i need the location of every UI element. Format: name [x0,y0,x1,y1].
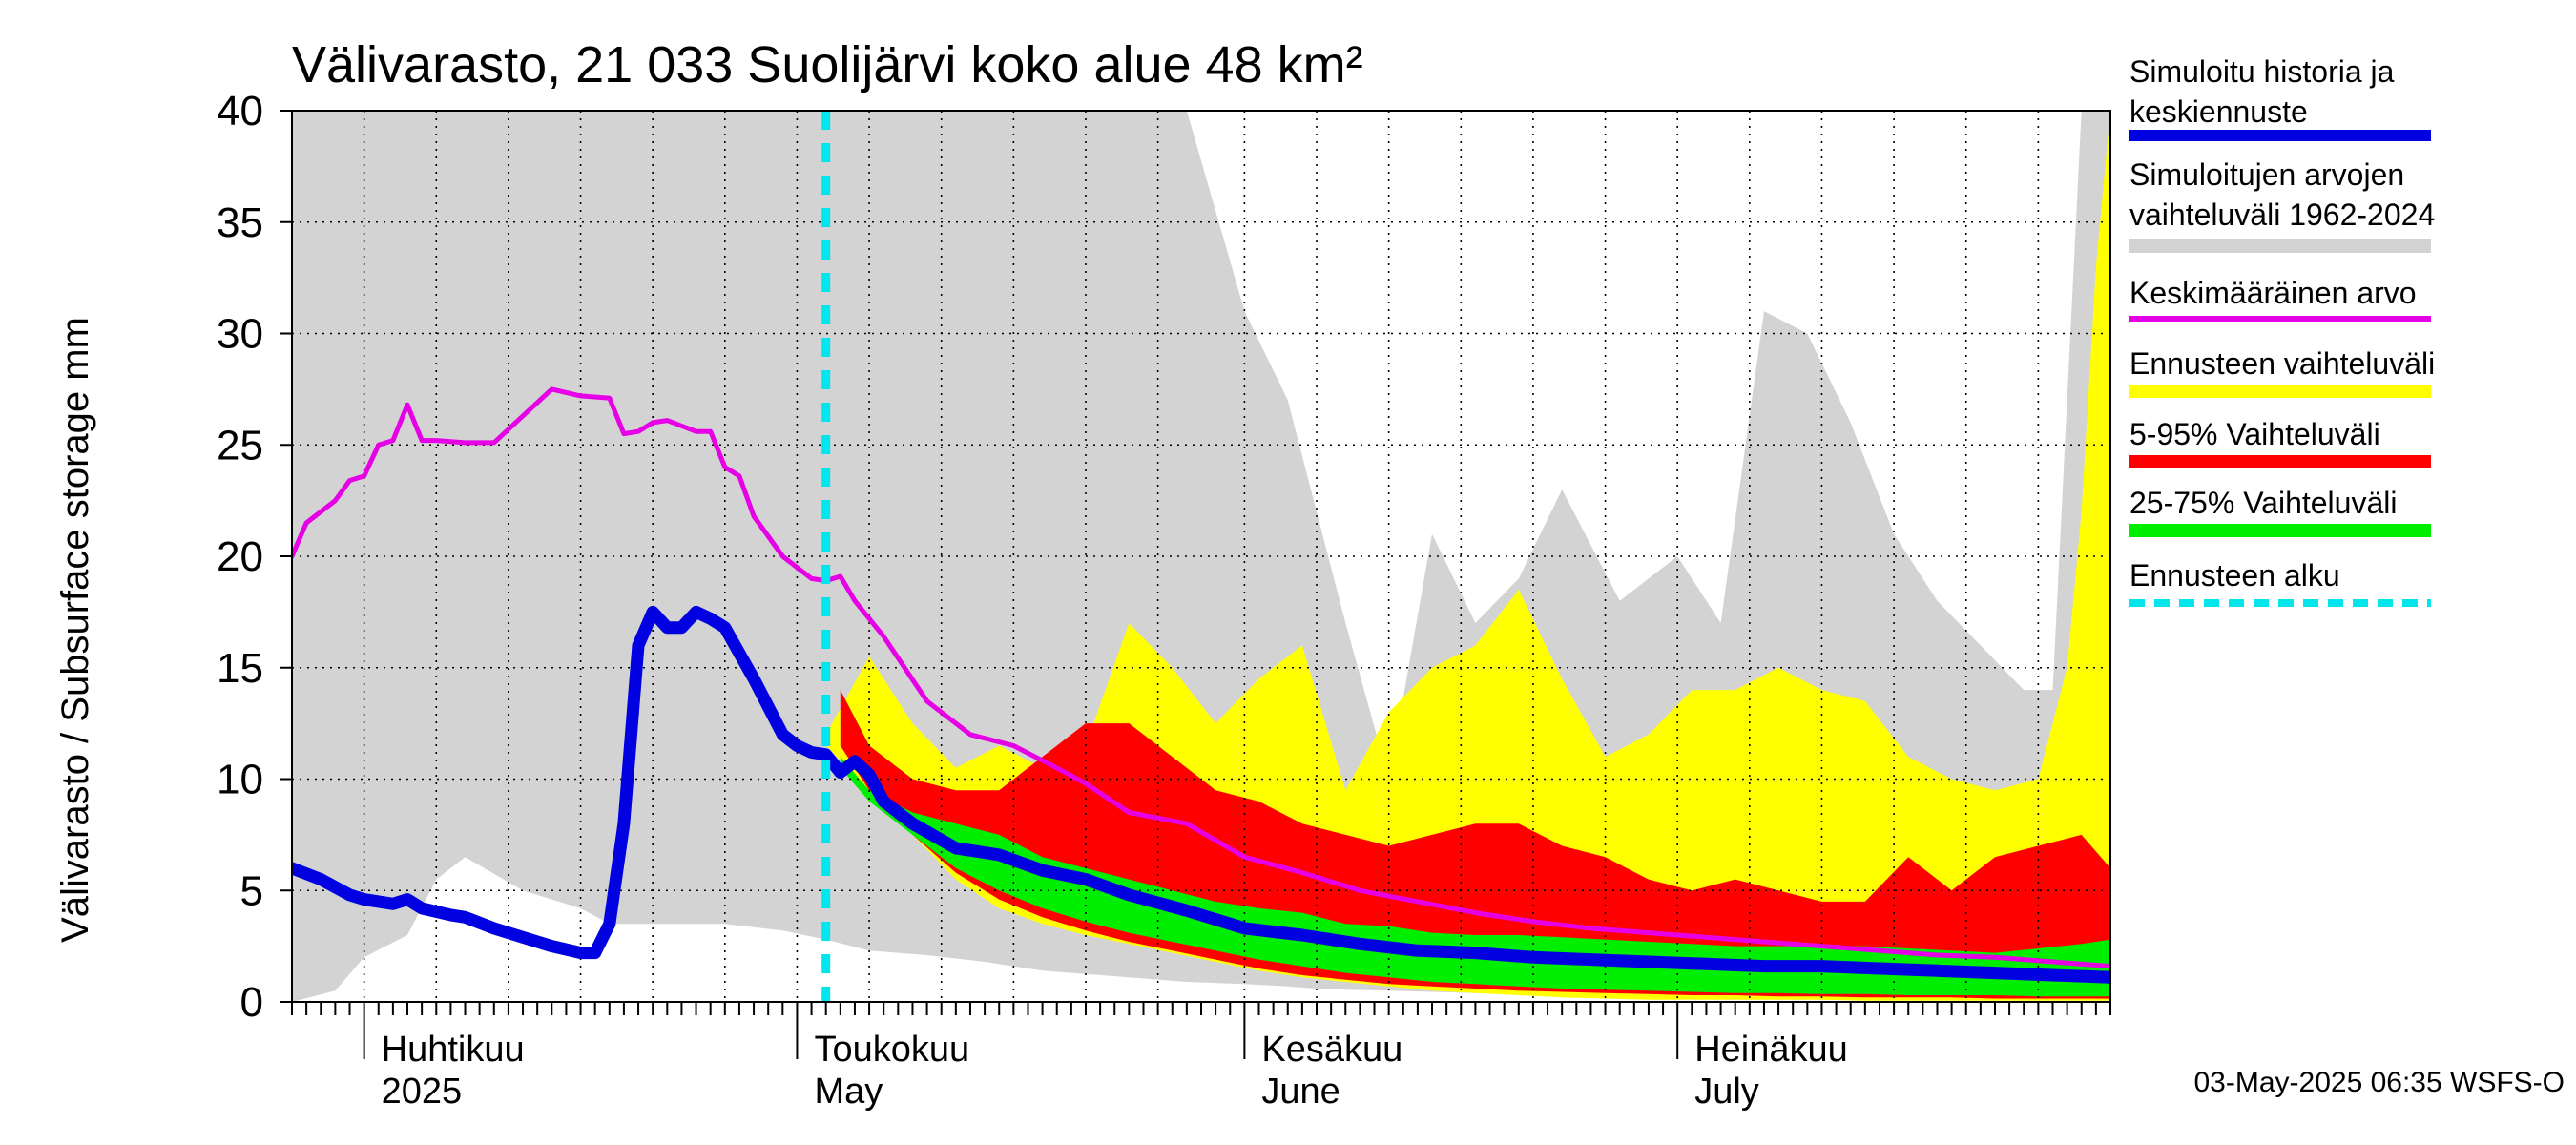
legend-label: Ennusteen vaihteluväli [2129,346,2435,381]
y-tick-label: 35 [217,199,263,246]
mean-line [292,386,2110,969]
y-tick-label: 5 [240,867,263,914]
y-tick-label: 0 [240,979,263,1026]
legend: Simuloitu historia ja keskiennuste Simuloi… [2129,54,2435,607]
legend-label: vaihteluväli 1962-2024 [2129,198,2435,232]
y-axis-label: Välivarasto / Subsurface storage mm [54,317,96,943]
legend-label: Keskimääräinen arvo [2129,276,2417,310]
y-tick-label: 10 [217,757,263,803]
x-month-sublabel: July [1694,1072,1759,1112]
y-tick-label: 40 [217,88,263,135]
x-month-sublabel: June [1261,1072,1340,1112]
legend-label: Ennusteen alku [2129,558,2340,593]
legend-label: Simuloitu historia ja [2129,54,2395,89]
chart-title: Välivarasto, 21 033 Suolijärvi koko alue… [292,36,1363,94]
legend-label: keskiennuste [2129,94,2308,129]
legend-label: 25-75% Vaihteluväli [2129,486,2397,520]
legend-label: 5-95% Vaihteluväli [2129,417,2380,451]
line-layer [292,111,2110,1002]
legend-label: Simuloitujen arvojen [2129,157,2404,192]
x-month-label: Heinäkuu [1694,1030,1848,1070]
history-forecast-line [292,605,2110,984]
footer-timestamp: 03-May-2025 06:35 WSFS-O [2194,1067,2566,1098]
y-tick-label: 30 [217,311,263,358]
x-month-label: Huhtikuu [382,1030,525,1070]
x-month-label: Toukokuu [814,1030,969,1070]
x-month-sublabel: May [814,1072,883,1112]
x-month-label: Kesäkuu [1261,1030,1402,1070]
axes-layer: 0510152025303540Huhtikuu2025ToukokuuMayK… [217,88,2111,1112]
x-month-sublabel: 2025 [382,1072,463,1112]
y-tick-label: 15 [217,645,263,692]
y-tick-label: 25 [217,422,263,468]
y-tick-label: 20 [217,533,263,580]
